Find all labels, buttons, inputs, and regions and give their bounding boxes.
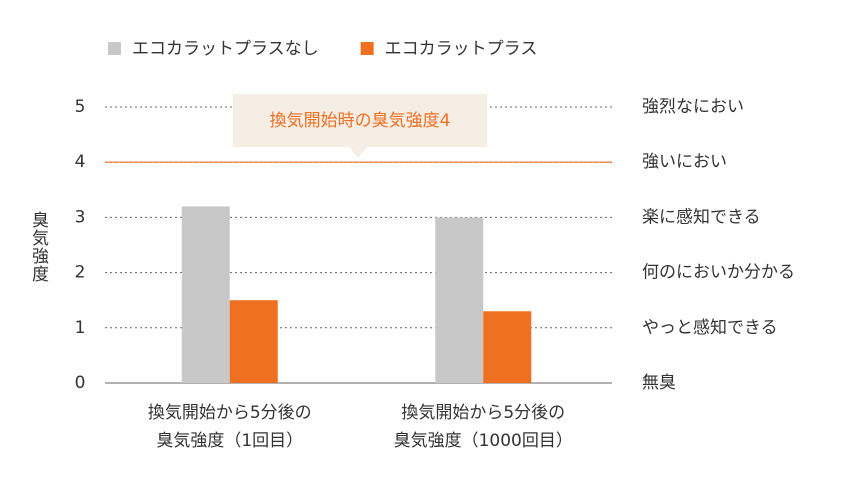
legend-label: エコカラットプラスなし <box>132 39 319 59</box>
annotation-box <box>233 94 487 158</box>
legend-swatch <box>360 42 374 55</box>
right-label: 無臭 <box>642 373 676 393</box>
y-axis-label: 臭気強度 <box>28 211 49 283</box>
right-label: 強いにおい <box>642 152 727 172</box>
right-label: 強烈なにおい <box>642 97 744 117</box>
bar <box>483 311 532 383</box>
x-tick-label: 換気開始から5分後の <box>401 403 565 423</box>
annotation-label: 換気開始時の臭気強度4 <box>270 111 451 131</box>
right-label: やっと感知できる <box>642 318 778 338</box>
y-tick-label: 2 <box>75 263 86 283</box>
x-tick-label: 臭気強度（1000回目） <box>394 431 573 451</box>
right-label: 何のにおいか分かる <box>642 263 795 283</box>
bar <box>181 206 230 383</box>
right-label: 楽に感知できる <box>642 207 761 227</box>
bar <box>229 300 278 383</box>
y-tick-label: 3 <box>75 207 86 227</box>
x-tick-label: 臭気強度（1回目） <box>156 431 303 451</box>
x-tick-label: 換気開始から5分後の <box>148 403 312 423</box>
legend-swatch <box>108 42 121 55</box>
bar <box>435 217 484 383</box>
y-tick-label: 0 <box>75 373 86 393</box>
y-tick-label: 1 <box>75 318 86 338</box>
y-tick-label: 5 <box>75 97 86 117</box>
legend-label: エコカラットプラス <box>385 39 538 59</box>
y-tick-label: 4 <box>75 152 86 172</box>
